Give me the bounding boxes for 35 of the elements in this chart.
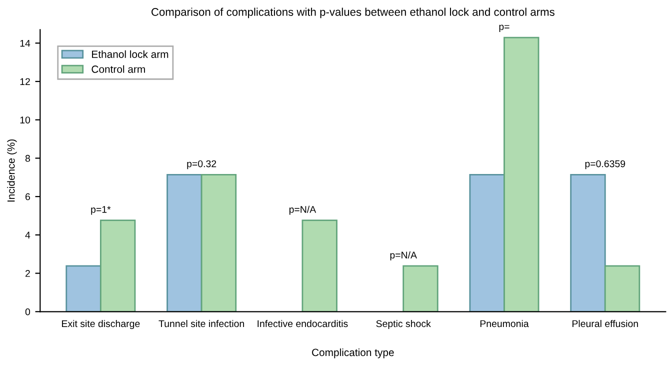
x-tick-label: Tunnel site infection [158,320,244,328]
bar [570,174,606,312]
y-tick-label: 10 [20,116,30,124]
chart-title: Comparison of complications with p-values between ethanol lock and control arms [152,8,554,18]
y-tick-label: 8 [25,154,30,162]
bar [200,174,237,312]
annotation: p=1* [91,206,111,215]
legend-label: Control arm [92,65,145,73]
annotation: p=0.6359 [585,160,626,170]
bar [66,265,102,312]
legend-label: Ethanol lock arm [92,50,168,58]
bar [302,220,338,312]
y-tick-label: 12 [20,78,30,85]
y-tick-label: 14 [20,40,30,47]
x-tick-label: Exit site discharge [62,320,140,330]
x-tick-label: Septic shock [376,320,431,330]
y-tick-label: 0 [25,308,30,316]
bar [166,174,202,312]
y-axis-title: Incidence (%) [7,139,17,202]
bar [402,265,438,312]
x-tick-label: Pneumonia [480,320,529,328]
y-tick-label: 4 [25,232,30,238]
x-tick-label: Infective endocarditis [258,320,348,328]
annotation: p=N/A [289,206,316,215]
y-tick-label: 6 [26,193,30,200]
bar [469,174,505,312]
bar [100,220,136,312]
annotation: p=N/A [390,251,417,260]
annotation: p=0.32 [187,160,216,170]
annotation: p= [499,24,510,32]
x-axis-title: Complication type [312,348,394,358]
bar [604,265,640,312]
y-tick-label: 2 [26,270,30,277]
bar [504,36,540,312]
x-tick-label: Pleural effusion [572,320,638,328]
